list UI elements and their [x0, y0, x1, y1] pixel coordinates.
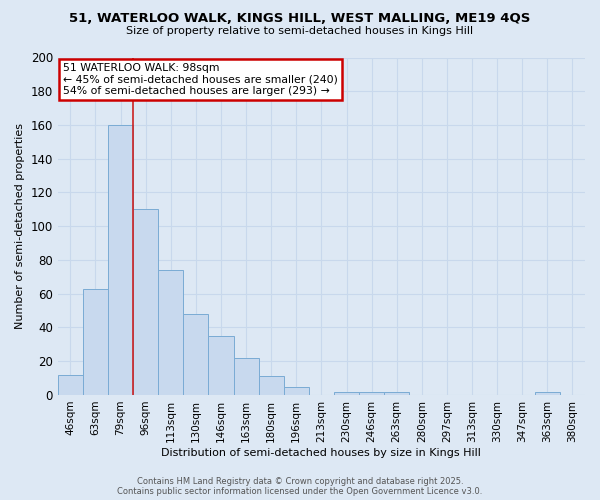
Bar	[334, 392, 359, 395]
Bar	[58, 374, 83, 395]
Bar	[184, 314, 208, 395]
Text: 51 WATERLOO WALK: 98sqm
← 45% of semi-detached houses are smaller (240)
54% of s: 51 WATERLOO WALK: 98sqm ← 45% of semi-de…	[63, 62, 338, 96]
Y-axis label: Number of semi-detached properties: Number of semi-detached properties	[15, 123, 25, 329]
Bar	[284, 386, 309, 395]
Bar	[208, 336, 233, 395]
Text: 51, WATERLOO WALK, KINGS HILL, WEST MALLING, ME19 4QS: 51, WATERLOO WALK, KINGS HILL, WEST MALL…	[70, 12, 530, 26]
Bar	[384, 392, 409, 395]
Bar	[108, 125, 133, 395]
Bar	[83, 288, 108, 395]
Bar	[359, 392, 384, 395]
Bar	[233, 358, 259, 395]
Text: Size of property relative to semi-detached houses in Kings Hill: Size of property relative to semi-detach…	[127, 26, 473, 36]
X-axis label: Distribution of semi-detached houses by size in Kings Hill: Distribution of semi-detached houses by …	[161, 448, 481, 458]
Bar	[259, 376, 284, 395]
Text: Contains HM Land Registry data © Crown copyright and database right 2025.
Contai: Contains HM Land Registry data © Crown c…	[118, 476, 482, 496]
Bar	[535, 392, 560, 395]
Bar	[133, 210, 158, 395]
Bar	[158, 270, 184, 395]
